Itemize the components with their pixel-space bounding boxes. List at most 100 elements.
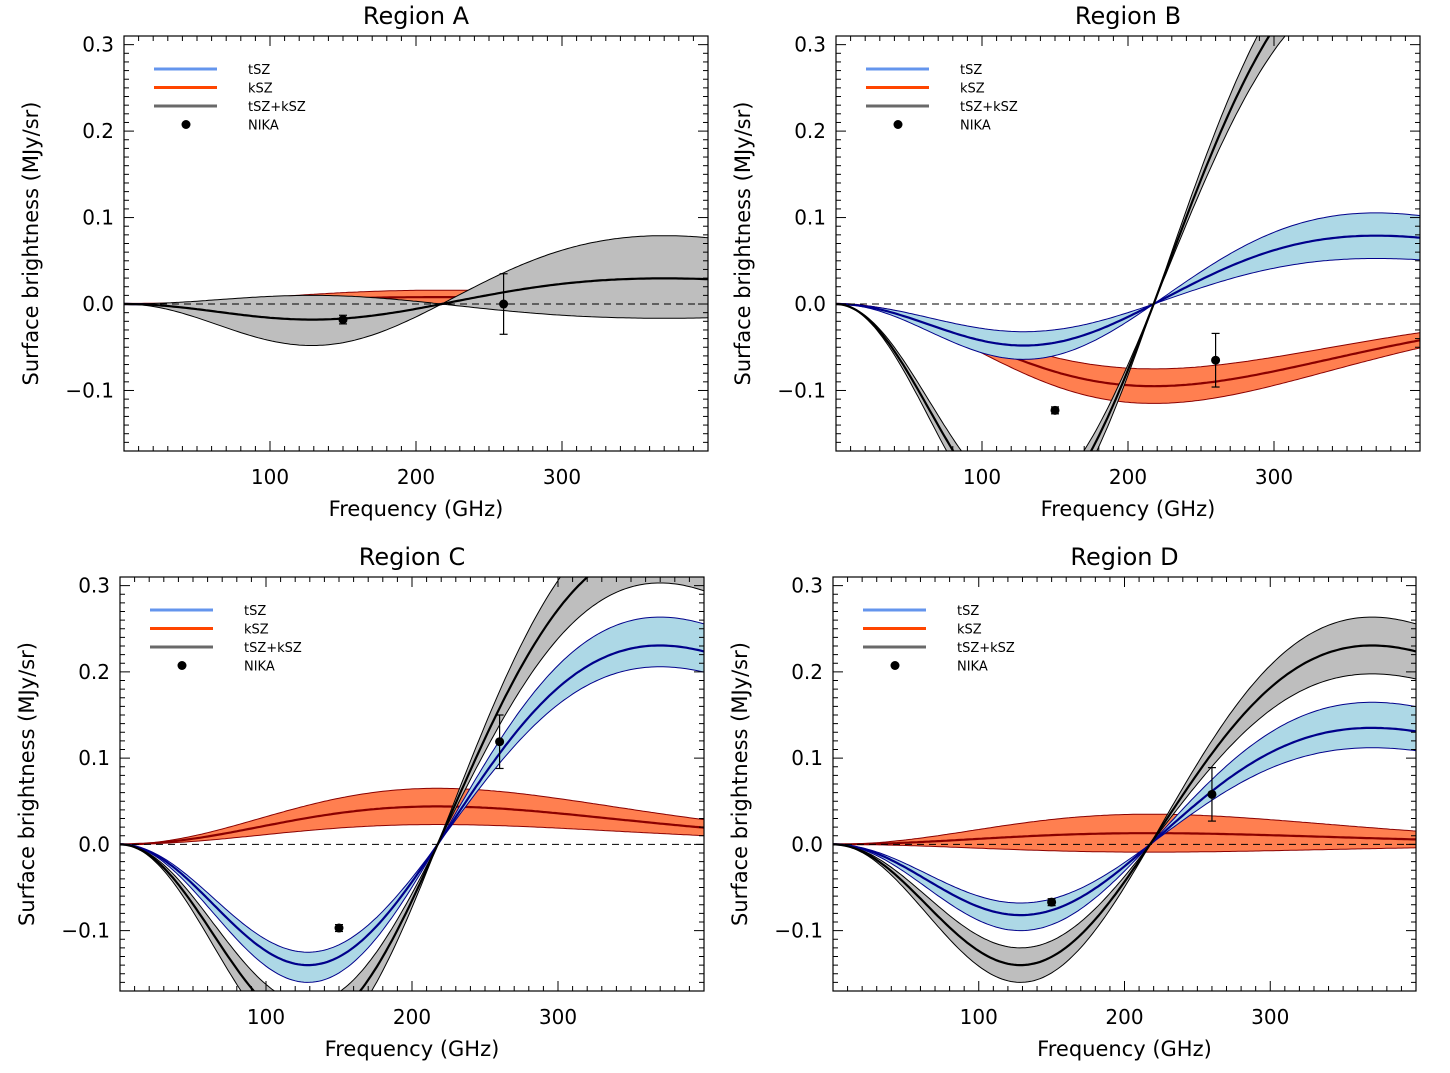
legend: tSZ kSZ tSZ+kSZ NIKA [150, 604, 302, 675]
nika-point [1207, 789, 1217, 799]
tsz-band [833, 702, 1416, 931]
tsz-series-line [836, 234, 1420, 347]
chart-title: Region C [359, 543, 466, 571]
ksz-band [836, 304, 1420, 404]
ksz-lower-line [833, 813, 1416, 845]
legend-marker [177, 661, 187, 670]
legend-label: tSZ [960, 63, 982, 78]
x-tick-label: 300 [539, 1005, 577, 1029]
chart-title: Region A [363, 2, 470, 30]
x-axis-label: Frequency (GHz) [1037, 1037, 1212, 1061]
nika-point [338, 315, 348, 325]
total-upper-line [124, 235, 708, 346]
ksz-band [120, 788, 704, 845]
legend-label: NIKA [960, 119, 991, 134]
panel-b: 100 200 300 −0.1 0.0 0.1 0.2 0.3 Region B Frequen… [731, 2, 1421, 521]
panel-c: 100 200 300 −0.1 0.0 0.1 0.2 0.3 Region C Frequen… [15, 543, 705, 1061]
plot-area [833, 616, 1416, 983]
y-tick-label: 0.1 [791, 746, 823, 770]
tsz-lower-line [120, 616, 704, 983]
y-tick-label: 0.3 [78, 574, 110, 598]
legend-marker [181, 120, 191, 129]
x-axis-label: Frequency (GHz) [329, 497, 504, 521]
x-tick-label: 100 [960, 1005, 998, 1029]
tsz-lower-line [833, 701, 1416, 932]
legend: tSZ kSZ tSZ+kSZ NIKA [866, 63, 1018, 134]
y-tick-label: 0.0 [82, 292, 114, 316]
tsz-upper-line [836, 258, 1420, 333]
total-band [120, 577, 704, 991]
ksz-series-line [120, 805, 704, 846]
x-tick-label: 100 [963, 465, 1001, 489]
legend-label: tSZ [244, 604, 266, 619]
legend-label: kSZ [960, 82, 985, 97]
y-tick-label: 0.3 [82, 33, 114, 57]
y-tick-label: 0.1 [794, 206, 826, 230]
panel-a: 100 200 300 −0.1 0.0 0.1 0.2 0.3 Region A Frequen… [19, 2, 709, 521]
x-axis-label: Frequency (GHz) [325, 1037, 500, 1061]
ksz-upper-line [833, 843, 1416, 853]
y-tick-label: 0.3 [791, 574, 823, 598]
legend-label: tSZ+kSZ [248, 100, 306, 115]
legend: tSZ kSZ tSZ+kSZ NIKA [154, 63, 306, 134]
tsz-band [120, 617, 704, 983]
y-tick-label: 0.3 [794, 33, 826, 57]
nika-point [1050, 405, 1060, 415]
y-tick-label: 0.2 [78, 660, 110, 684]
y-axis-label: Surface brightness (MJy/sr) [19, 102, 43, 386]
ksz-series-line [833, 832, 1416, 846]
chart-title: Region B [1075, 2, 1181, 30]
y-tick-label: −0.1 [774, 919, 823, 943]
nika-point [334, 923, 344, 933]
panel-d: 100 200 300 −0.1 0.0 0.1 0.2 0.3 Region D Frequen… [728, 543, 1417, 1061]
total-lower-line [120, 577, 561, 991]
y-axis-label: Surface brightness (MJy/sr) [728, 642, 752, 926]
x-tick-label: 200 [1105, 1005, 1143, 1029]
y-tick-label: −0.1 [65, 378, 114, 402]
ksz-upper-line [120, 824, 704, 845]
tsz-band [836, 212, 1420, 360]
tsz-upper-line [120, 666, 704, 953]
y-tick-label: 0.2 [82, 119, 114, 143]
nika-point [1047, 897, 1057, 907]
plot-area [836, 36, 1420, 451]
total-lower-line [833, 616, 1416, 983]
tsz-lower-line [836, 212, 1420, 360]
legend-label: NIKA [244, 660, 275, 675]
x-tick-label: 300 [1255, 465, 1293, 489]
y-tick-label: 0.0 [78, 832, 110, 856]
legend-label: tSZ [248, 63, 270, 78]
x-tick-label: 100 [247, 1005, 285, 1029]
x-tick-label: 100 [251, 465, 289, 489]
total-band [836, 36, 1286, 451]
plot-area [120, 577, 704, 991]
total-lower-line [836, 36, 1258, 451]
legend: tSZ kSZ tSZ+kSZ NIKA [863, 604, 1015, 675]
legend-label: kSZ [957, 623, 982, 638]
nika-point [495, 737, 505, 747]
legend-label: kSZ [244, 623, 269, 638]
tsz-series-line [833, 726, 1416, 917]
y-axis-label: Surface brightness (MJy/sr) [15, 642, 39, 926]
legend-label: tSZ+kSZ [960, 100, 1018, 115]
total-series-line [120, 577, 590, 991]
legend-label: tSZ+kSZ [957, 641, 1015, 656]
y-tick-label: 0.2 [791, 660, 823, 684]
y-tick-label: 0.1 [82, 206, 114, 230]
x-tick-label: 200 [1109, 465, 1147, 489]
total-upper-line [120, 582, 704, 991]
ksz-lower-line [120, 787, 704, 845]
total-band [833, 617, 1416, 983]
legend-label: tSZ+kSZ [244, 641, 302, 656]
total-series-line [124, 277, 708, 321]
total-upper-line [833, 673, 1416, 949]
chart-title: Region D [1070, 543, 1178, 571]
nika-point [1211, 355, 1221, 365]
legend-marker [890, 661, 900, 670]
total-lower-line [124, 294, 708, 319]
y-tick-label: −0.1 [777, 378, 826, 402]
total-series-line [833, 644, 1416, 967]
x-tick-label: 300 [543, 465, 581, 489]
x-tick-label: 200 [397, 465, 435, 489]
